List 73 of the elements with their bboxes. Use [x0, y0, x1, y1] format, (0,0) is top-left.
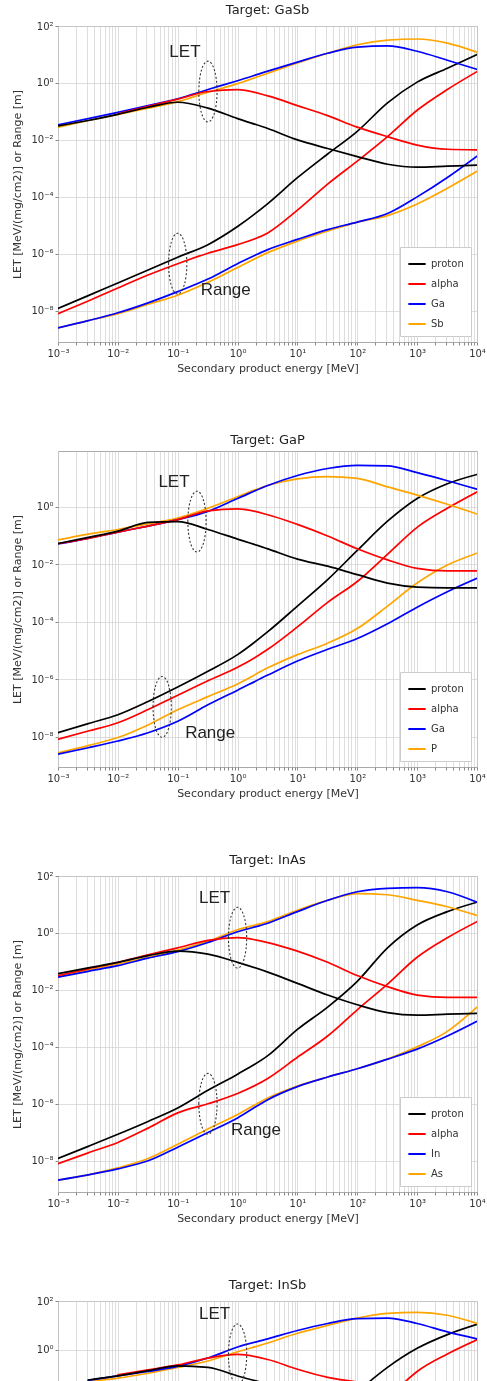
y-tick-label: 10⁻⁶ — [31, 248, 54, 260]
annotation: LET — [198, 1304, 231, 1324]
x-tick-label: 10⁴ — [469, 772, 486, 784]
chart-title: Target: GaP — [229, 432, 305, 447]
annotation: Range — [200, 279, 251, 299]
legend-label: alpha — [431, 1128, 459, 1139]
y-tick-label: 10⁻² — [31, 134, 54, 146]
x-tick-label: 10⁰ — [229, 347, 247, 359]
x-tick-label: 10³ — [409, 772, 427, 784]
x-tick-label: 10⁻² — [107, 1197, 130, 1209]
x-tick-label: 10⁴ — [469, 1197, 486, 1209]
y-tick-label: 10⁻⁸ — [31, 1155, 54, 1167]
x-tick-label: 10¹ — [289, 1197, 307, 1209]
annotation: Range — [230, 1119, 282, 1139]
legend-label: proton — [431, 258, 464, 269]
x-tick-label: 10⁰ — [229, 772, 247, 784]
y-tick-label: 10² — [36, 20, 54, 32]
y-tick-label: 10² — [36, 1295, 54, 1307]
y-tick-label: 10² — [36, 870, 54, 882]
legend-label: alpha — [431, 703, 459, 714]
y-tick-label: 10⁻² — [31, 984, 54, 996]
legend-label: In — [431, 1148, 441, 1159]
y-tick-label: 10⁻⁶ — [31, 1098, 54, 1110]
legend-label: proton — [431, 1108, 464, 1119]
x-tick-label: 10⁻³ — [47, 1197, 70, 1209]
x-tick-label: 10⁻¹ — [167, 347, 190, 359]
x-tick-label: 10¹ — [289, 347, 307, 359]
y-tick-label: 10⁰ — [36, 77, 54, 89]
y-tick-label: 10⁰ — [36, 1344, 54, 1356]
legend-label: Ga — [431, 298, 445, 309]
x-tick-label: 10⁻³ — [47, 347, 70, 359]
x-tick-label: 10⁻¹ — [167, 1197, 190, 1209]
y-axis-title: LET [MeV/(mg/cm2)] or Range [m] — [11, 89, 25, 280]
chart-title: Target: GaSb — [224, 2, 310, 17]
x-tick-label: 10⁴ — [469, 347, 486, 359]
x-axis-title: Secondary product energy [MeV] — [177, 786, 359, 800]
x-tick-label: 10² — [349, 1197, 367, 1209]
x-tick-label: 10⁰ — [229, 1197, 247, 1209]
x-tick-label: 10⁻¹ — [167, 772, 190, 784]
x-axis-title: Secondary product energy [MeV] — [177, 361, 359, 375]
annotation: LET — [158, 471, 190, 491]
y-tick-label: 10⁻⁴ — [31, 1041, 54, 1053]
annotation: Range — [185, 722, 236, 742]
y-axis-title: LET [MeV/(mg/cm2)] or Range [m] — [11, 514, 25, 705]
legend-label: P — [431, 743, 438, 754]
annotation: LET — [198, 887, 231, 907]
y-tick-label: 10⁻⁴ — [31, 616, 54, 628]
x-tick-label: 10³ — [409, 1197, 427, 1209]
x-axis-title: Secondary product energy [MeV] — [177, 1211, 359, 1225]
y-tick-label: 10⁻⁸ — [31, 731, 54, 743]
y-tick-label: 10⁻⁸ — [31, 305, 54, 317]
chart-title: Target: InSb — [227, 1277, 307, 1292]
x-tick-label: 10² — [349, 347, 367, 359]
x-tick-label: 10¹ — [289, 772, 307, 784]
legend-label: proton — [431, 683, 464, 694]
legend-label: alpha — [431, 278, 459, 289]
x-tick-label: 10⁻² — [107, 772, 130, 784]
x-tick-label: 10² — [349, 772, 367, 784]
x-tick-label: 10³ — [409, 347, 427, 359]
x-tick-label: 10⁻² — [107, 347, 130, 359]
x-tick-label: 10⁻³ — [47, 772, 70, 784]
legend-label: Sb — [431, 318, 444, 329]
y-tick-label: 10⁻² — [31, 558, 54, 570]
y-axis-title: LET [MeV/(mg/cm2)] or Range [m] — [11, 939, 25, 1130]
y-tick-label: 10⁰ — [36, 927, 54, 939]
annotation: LET — [169, 41, 201, 61]
legend-label: Ga — [431, 723, 445, 734]
y-tick-label: 10⁻⁶ — [31, 673, 54, 685]
line-series — [58, 475, 477, 541]
legend-label: As — [431, 1168, 444, 1179]
y-tick-label: 10⁻⁴ — [31, 191, 54, 203]
chart-title: Target: InAs — [228, 852, 306, 867]
y-tick-label: 10⁰ — [36, 501, 54, 513]
